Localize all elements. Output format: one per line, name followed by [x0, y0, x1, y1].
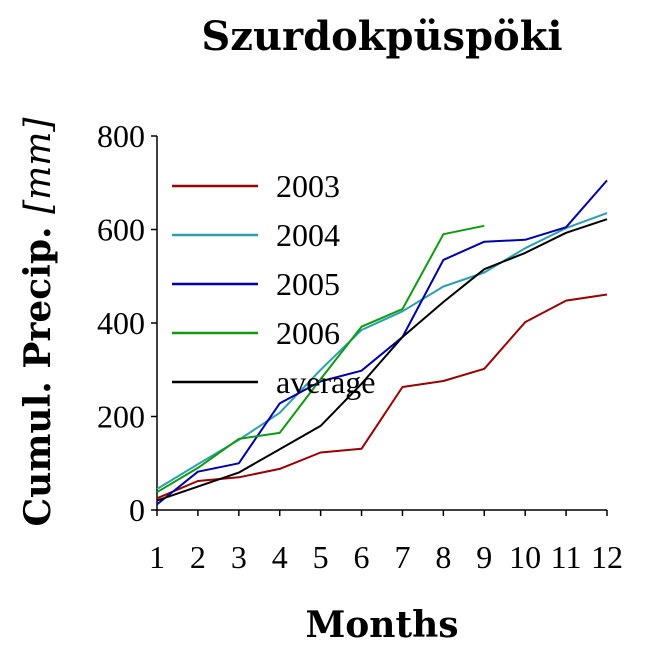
legend-label-average: average: [276, 364, 375, 400]
x-tick-label: 12: [591, 539, 623, 575]
x-tick-label: 3: [231, 539, 247, 575]
legend-label-2004: 2004: [276, 217, 340, 253]
y-axis-title-main: Cumul. Precip.: [17, 214, 59, 527]
y-tick-label: 400: [97, 305, 145, 341]
y-axis-title-unit: [mm]: [18, 117, 59, 214]
chart-title: Szurdokpüspöki: [201, 13, 562, 60]
x-tick-label: 1: [149, 539, 165, 575]
x-tick-label: 9: [476, 539, 492, 575]
series-line-2004: [156, 212, 608, 490]
x-tick-label: 4: [272, 539, 288, 575]
legend-label-2005: 2005: [276, 266, 340, 302]
y-tick-label: 0: [129, 492, 145, 528]
x-tick-label: 5: [313, 539, 329, 575]
series-line-2003: [156, 293, 608, 500]
y-tick-label: 800: [97, 118, 145, 154]
x-tick-label: 7: [394, 539, 410, 575]
series-line-average: [156, 218, 608, 502]
series-line-2006: [156, 224, 485, 494]
legend-label-2003: 2003: [276, 168, 340, 204]
x-tick-label: 2: [190, 539, 206, 575]
svg-text:Cumul. Precip. [mm]: Cumul. Precip. [mm]: [17, 117, 59, 527]
x-tick-label: 8: [435, 539, 451, 575]
x-tick-label: 10: [509, 539, 541, 575]
x-tick-label: 11: [551, 539, 582, 575]
series-line-2005: [156, 179, 608, 506]
y-axis-title: Cumul. Precip. [mm]: [17, 117, 59, 527]
x-tick-label: 6: [354, 539, 370, 575]
legend-label-2006: 2006: [276, 315, 340, 351]
y-tick-label: 200: [97, 399, 145, 435]
x-axis-title: Months: [305, 604, 458, 646]
y-tick-label: 600: [97, 212, 145, 248]
